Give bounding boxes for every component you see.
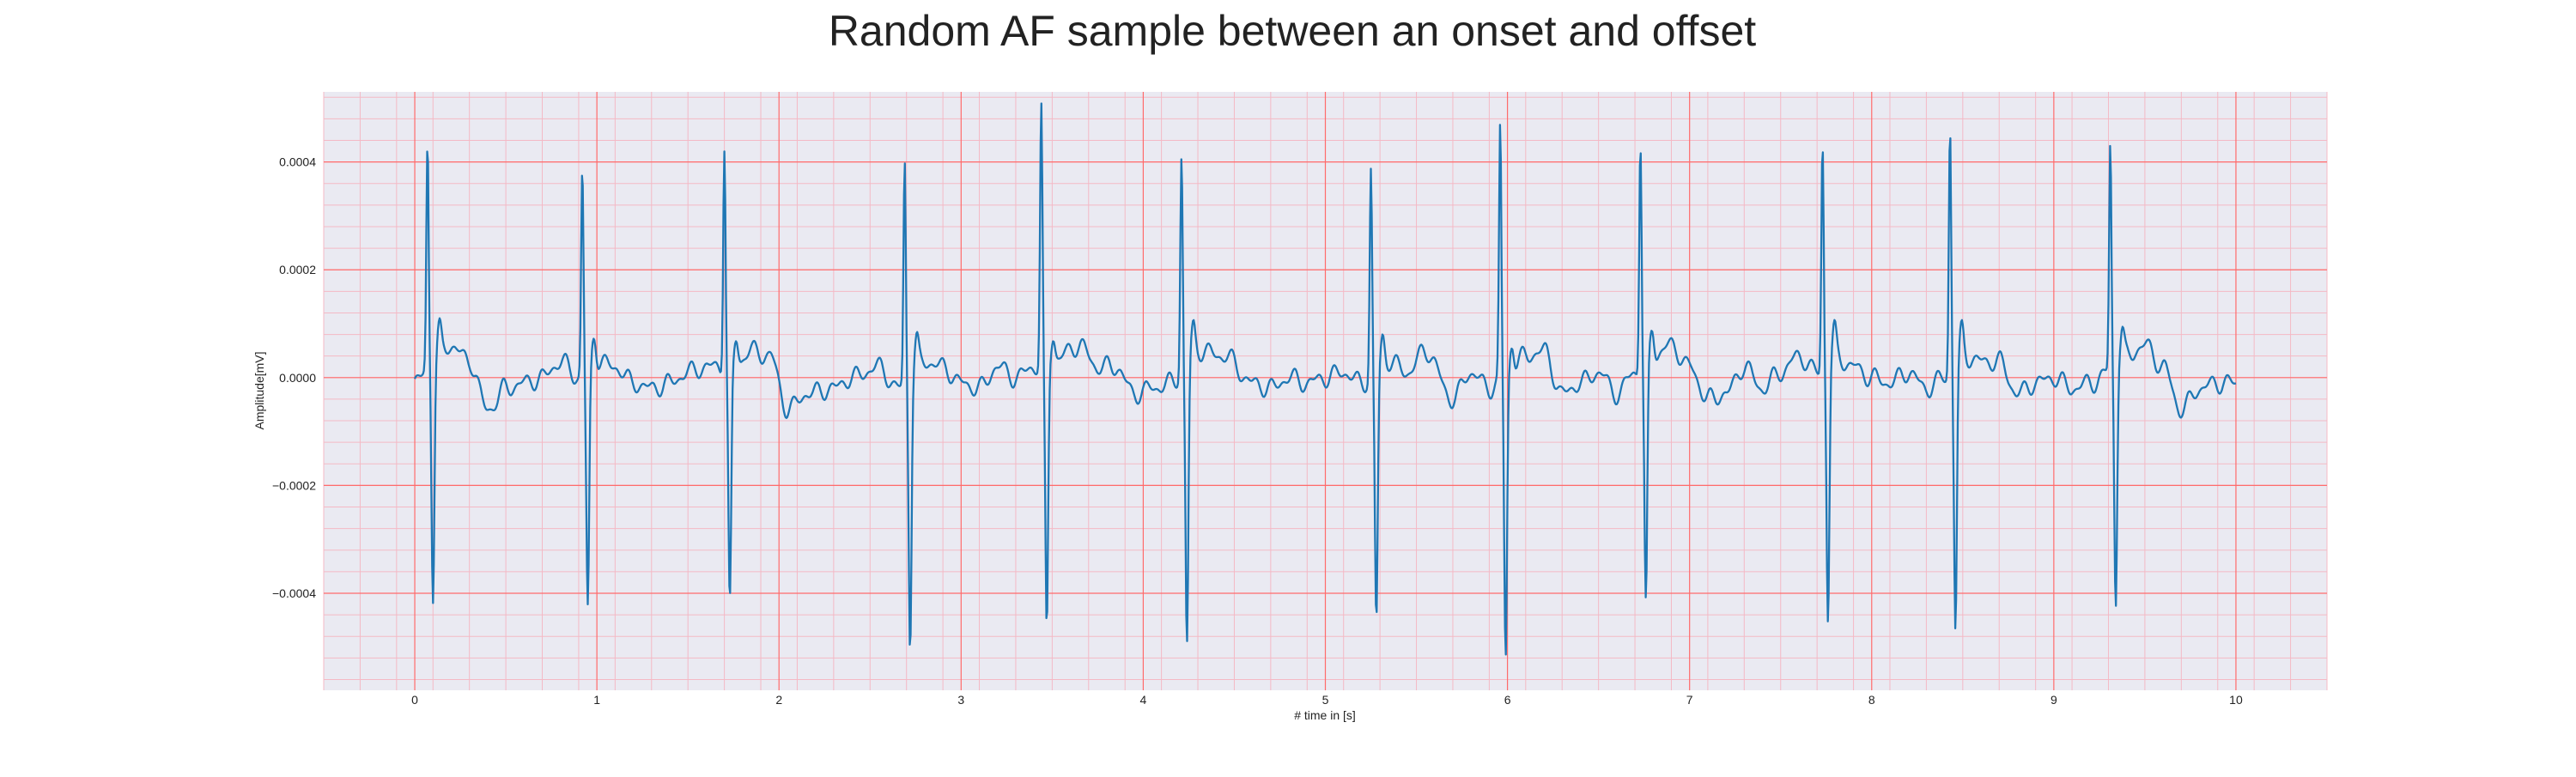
x-tick-label: 6 <box>1504 693 1511 707</box>
x-axis-label: # time in [s] <box>1294 708 1356 722</box>
x-axis-ticks: 0 1 2 3 4 5 6 7 8 9 10 <box>411 693 2243 707</box>
y-tick-label: 0.0004 <box>279 155 316 169</box>
x-tick-label: 0 <box>411 693 418 707</box>
y-tick-label: −0.0004 <box>272 586 316 600</box>
x-tick-label: 10 <box>2229 693 2243 707</box>
series-line <box>413 102 2237 656</box>
y-axis-label: Amplitude[mV] <box>252 351 266 429</box>
x-tick-label: 1 <box>593 693 600 707</box>
x-tick-label: 8 <box>1868 693 1875 707</box>
x-tick-label: 9 <box>2050 693 2057 707</box>
y-axis-ticks: −0.0004 −0.0002 0.0000 0.0002 0.0004 <box>272 155 316 600</box>
y-tick-label: −0.0002 <box>272 478 316 492</box>
x-tick-label: 4 <box>1140 693 1147 707</box>
x-tick-label: 5 <box>1322 693 1329 707</box>
chart-title: Random AF sample between an onset and of… <box>829 7 1756 55</box>
major-grid <box>324 92 2327 690</box>
x-tick-label: 3 <box>957 693 964 707</box>
x-tick-label: 7 <box>1686 693 1693 707</box>
y-tick-label: 0.0000 <box>279 371 316 385</box>
y-tick-label: 0.0002 <box>279 263 316 276</box>
x-tick-label: 2 <box>775 693 782 707</box>
